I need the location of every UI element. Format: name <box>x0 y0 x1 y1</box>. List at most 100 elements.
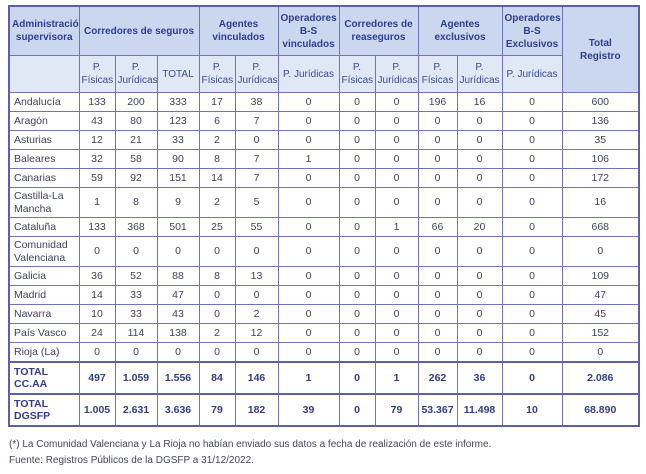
value-cell: 36 <box>78 266 116 287</box>
table-row: Rioja (La) 0 0 0 0 0 0 0 0 0 0 0 0 <box>8 342 640 363</box>
value-cell: 0 <box>561 236 640 268</box>
value-cell: 0 <box>501 111 563 131</box>
region-cell: Comunidad Valenciana <box>8 236 80 268</box>
column-group-agentes-exclusivos: Agentes exclusivos <box>417 5 503 56</box>
value-cell: 0 <box>198 236 236 268</box>
value-cell: 14 <box>198 168 236 188</box>
column-group-corredores-reaseguros: Corredores de reaseguros <box>338 5 419 56</box>
value-cell: 88 <box>156 266 200 287</box>
value-cell: 33 <box>114 304 158 325</box>
value-cell: 136 <box>561 111 640 131</box>
value-cell: 0 <box>338 393 376 427</box>
value-cell: 79 <box>374 393 419 427</box>
value-cell: 0 <box>417 111 458 131</box>
value-cell: 7 <box>234 149 279 169</box>
value-cell: 1 <box>374 361 419 395</box>
value-cell: 3.636 <box>156 393 200 427</box>
value-cell: 0 <box>456 130 503 150</box>
total-row: TOTAL CC.AA 497 1.059 1.556 84 146 1 0 1 262 36 0 2.… <box>8 361 640 395</box>
value-cell: 80 <box>114 111 158 131</box>
value-cell: 8 <box>198 266 236 287</box>
value-cell: 0 <box>156 236 200 268</box>
sub-header-agentes-vinc-fisicas: P. Físicas <box>198 55 236 93</box>
value-cell: 24 <box>78 323 116 344</box>
table-row: Comunidad Valenciana 0 0 0 0 0 0 0 0 0 0 0 0 <box>8 236 640 268</box>
value-cell: 0 <box>338 149 376 169</box>
value-cell: 1.556 <box>156 361 200 395</box>
value-cell: 0 <box>156 342 200 363</box>
value-cell: 0 <box>78 342 116 363</box>
value-cell: 146 <box>234 361 279 395</box>
region-cell: TOTAL DGSFP <box>8 393 80 427</box>
value-cell: 0 <box>501 304 563 325</box>
table-row: Madrid 14 33 47 0 0 0 0 0 0 0 0 47 <box>8 285 640 306</box>
value-cell: 0 <box>456 236 503 268</box>
region-cell: País Vasco <box>8 323 80 344</box>
value-cell: 0 <box>374 149 419 169</box>
value-cell: 2 <box>198 186 236 219</box>
table-row: Canarias 59 92 151 14 7 0 0 0 0 0 0 172 <box>8 168 640 188</box>
value-cell: 68.890 <box>561 393 640 427</box>
region-cell: Castilla-La Mancha <box>8 186 80 219</box>
value-cell: 0 <box>338 342 376 363</box>
table-row: Castilla-La Mancha 1 8 9 2 5 0 0 0 0 0 0 16 <box>8 186 640 219</box>
region-cell: Cataluña <box>8 217 80 238</box>
value-cell: 0 <box>417 130 458 150</box>
table-row: Aragón 43 80 123 6 7 0 0 0 0 0 0 136 <box>8 111 640 131</box>
value-cell: 33 <box>114 285 158 306</box>
value-cell: 90 <box>156 149 200 169</box>
value-cell: 0 <box>417 285 458 306</box>
mediators-registry-table: Administración supervisora Corredores de… <box>8 5 641 428</box>
value-cell: 0 <box>277 342 340 363</box>
value-cell: 0 <box>501 266 563 287</box>
value-cell: 0 <box>374 92 419 112</box>
value-cell: 2 <box>198 323 236 344</box>
value-cell: 0 <box>417 323 458 344</box>
value-cell: 0 <box>501 130 563 150</box>
value-cell: 123 <box>156 111 200 131</box>
region-cell: Navarra <box>8 304 80 325</box>
sub-header-operadores-vinc-juridicas: P. Jurídicas <box>277 55 340 93</box>
region-cell: Madrid <box>8 285 80 306</box>
value-cell: 32 <box>78 149 116 169</box>
value-cell: 1 <box>374 217 419 238</box>
value-cell: 0 <box>501 186 563 219</box>
value-cell: 14 <box>78 285 116 306</box>
value-cell: 0 <box>277 186 340 219</box>
value-cell: 2 <box>234 304 279 325</box>
value-cell: 43 <box>78 111 116 131</box>
value-cell: 0 <box>338 217 376 238</box>
sub-header-corredores-total: TOTAL <box>156 55 200 93</box>
value-cell: 0 <box>374 266 419 287</box>
value-cell: 0 <box>417 304 458 325</box>
value-cell: 0 <box>456 186 503 219</box>
value-cell: 38 <box>234 92 279 112</box>
value-cell: 2 <box>198 130 236 150</box>
value-cell: 25 <box>198 217 236 238</box>
value-cell: 0 <box>114 236 158 268</box>
value-cell: 47 <box>561 285 640 306</box>
value-cell: 20 <box>456 217 503 238</box>
value-cell: 501 <box>156 217 200 238</box>
table-row: Andalucía 133 200 333 17 38 0 0 0 196 16 0 600 <box>8 92 640 112</box>
value-cell: 0 <box>501 168 563 188</box>
footnote-asterisk-line: (*) La Comunidad Valenciana y La Rioja n… <box>9 439 492 451</box>
value-cell: 0 <box>456 304 503 325</box>
value-cell: 0 <box>114 342 158 363</box>
blank-header-cell <box>8 55 80 93</box>
table-body: Andalucía 133 200 333 17 38 0 0 0 196 16 0 600 Aragón… <box>8 92 640 427</box>
value-cell: 0 <box>277 304 340 325</box>
value-cell: 0 <box>338 361 376 395</box>
value-cell: 0 <box>234 342 279 363</box>
column-group-agentes-vinculados: Agentes vinculados <box>198 5 279 56</box>
value-cell: 0 <box>277 92 340 112</box>
value-cell: 152 <box>561 323 640 344</box>
value-cell: 0 <box>417 149 458 169</box>
value-cell: 0 <box>456 285 503 306</box>
value-cell: 0 <box>198 304 236 325</box>
sub-header-corredores-juridicas: P. Jurídicas <box>114 55 158 93</box>
source-line: Fuente: Registros Públicos de la DGSFP a… <box>9 454 254 466</box>
value-cell: 0 <box>277 236 340 268</box>
value-cell: 0 <box>417 342 458 363</box>
